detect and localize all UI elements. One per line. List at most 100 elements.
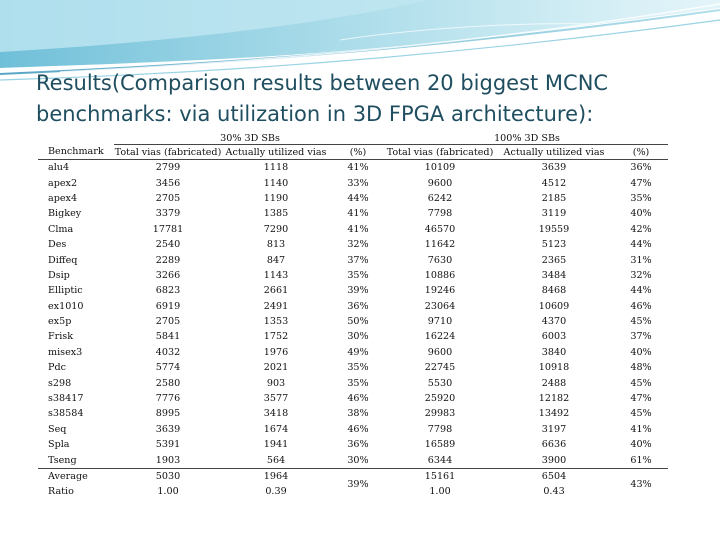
- table-cell: 564: [266, 454, 286, 466]
- table-cell: 6504: [494, 467, 614, 485]
- column-header: Actually utilized vias: [494, 144, 614, 160]
- table-cell: 0.39: [265, 486, 287, 498]
- table-cell: 30%: [347, 331, 369, 343]
- table-cell: 6919: [155, 300, 181, 312]
- table-cell: 6636: [541, 439, 567, 451]
- benchmark-name: s298: [48, 377, 72, 389]
- benchmark-name: apex4: [48, 192, 78, 204]
- table-cell: 5774: [155, 362, 181, 374]
- table-cell: 3266: [155, 269, 181, 281]
- table-cell: 49%: [347, 346, 369, 358]
- table-cell: 47%: [630, 393, 652, 405]
- benchmark-name: Tseng: [48, 454, 77, 466]
- table-cell: 1976: [263, 346, 289, 358]
- table-cell: 2705: [155, 192, 181, 204]
- table-cell: 42%: [630, 223, 652, 235]
- table-cell: 903: [266, 377, 286, 389]
- table-cell: 7798: [427, 423, 453, 435]
- column-header: Total vias (fabricated): [386, 144, 494, 160]
- table-cell: 40%: [630, 439, 652, 451]
- table-cell: 3639: [541, 162, 567, 174]
- table-cell: 3418: [263, 408, 289, 420]
- column-header: Total vias (fabricated): [114, 144, 222, 160]
- table-cell: 46570: [424, 223, 456, 235]
- benchmark-name: Elliptic: [48, 285, 83, 297]
- table-cell: 3840: [541, 346, 567, 358]
- via-utilization-table: 30% 3D SBs 100% 3D SBs Benchmark Total v…: [38, 132, 669, 500]
- table-cell: 5123: [541, 239, 567, 251]
- benchmark-name: ex1010: [48, 300, 84, 312]
- table-cell: 2491: [263, 300, 289, 312]
- table-cell: 3379: [155, 208, 181, 220]
- table-cell: 9600: [427, 346, 453, 358]
- table-cell: 3197: [541, 423, 567, 435]
- table-row: Des 2540 813 32% 11642 5123 44%: [38, 237, 668, 252]
- table-cell: 7630: [427, 254, 453, 266]
- table-cell: 61%: [630, 454, 652, 466]
- table-cell: 3456: [155, 177, 181, 189]
- table-cell: 2799: [155, 162, 181, 174]
- table-cell: 1964: [222, 467, 330, 485]
- table-cell: 0.43: [543, 486, 565, 498]
- table-cell: 5841: [155, 331, 181, 343]
- table-cell: 8995: [155, 408, 181, 420]
- table-cell: 30%: [347, 454, 369, 466]
- benchmark-name: s38417: [48, 393, 84, 405]
- benchmark-name: s38584: [48, 408, 84, 420]
- table-cell: 31%: [630, 254, 652, 266]
- table-cell: 5391: [155, 439, 181, 451]
- table-cell: 40%: [630, 208, 652, 220]
- table-cell: 6003: [541, 331, 567, 343]
- table-row: Tseng 1903 564 30% 6344 3900 61%: [38, 452, 668, 468]
- results-table-image: 30% 3D SBs 100% 3D SBs Benchmark Total v…: [38, 132, 669, 510]
- table-cell: 1385: [263, 208, 289, 220]
- table-cell: 8468: [541, 285, 567, 297]
- table-row: Seq 3639 1674 46% 7798 3197 41%: [38, 422, 668, 437]
- table-cell: 6344: [427, 454, 453, 466]
- benchmark-name: Clma: [48, 223, 74, 235]
- ratio-row: Ratio 1.00 0.39 1.00 0.43: [38, 484, 668, 499]
- column-header: (%): [330, 144, 386, 160]
- table-cell: 9710: [427, 316, 453, 328]
- table-cell: 1752: [263, 331, 289, 343]
- table-row: Clma 17781 7290 41% 46570 19559 42%: [38, 222, 668, 237]
- table-row: ex1010 6919 2491 36% 23064 10609 46%: [38, 299, 668, 314]
- table-cell: 44%: [630, 239, 652, 251]
- table-row: s298 2580 903 35% 5530 2488 45%: [38, 375, 668, 390]
- benchmark-name: Spla: [48, 439, 70, 451]
- decorative-swoosh: [0, 0, 720, 81]
- table-cell: 3484: [541, 269, 567, 281]
- table-cell: 16224: [424, 331, 456, 343]
- table-row: alu4 2799 1118 41% 10109 3639 36%: [38, 160, 668, 176]
- table-cell: 39%: [330, 467, 386, 500]
- benchmark-name: Diffeq: [48, 254, 78, 266]
- table-cell: 2661: [263, 285, 289, 297]
- table-cell: 813: [266, 239, 286, 251]
- table-cell: 6242: [427, 192, 453, 204]
- benchmark-name: Dsip: [48, 269, 70, 281]
- table-row: Bigkey 3379 1385 41% 7798 3119 40%: [38, 206, 668, 221]
- table-row: Elliptic 6823 2661 39% 19246 8468 44%: [38, 283, 668, 298]
- table-cell: 2289: [155, 254, 181, 266]
- table-cell: 50%: [347, 316, 369, 328]
- table-row: s38417 7776 3577 46% 25920 12182 47%: [38, 391, 668, 406]
- table-cell: 1.00: [429, 486, 451, 498]
- table-cell: 37%: [630, 331, 652, 343]
- table-cell: 36%: [630, 162, 652, 174]
- table-cell: 46%: [347, 423, 369, 435]
- table-cell: 1353: [263, 316, 289, 328]
- table-cell: 16589: [424, 439, 456, 451]
- table-cell: 15161: [386, 467, 494, 485]
- table-cell: 39%: [347, 285, 369, 297]
- table-cell: 1143: [263, 269, 289, 281]
- table-row: Pdc 5774 2021 35% 22745 10918 48%: [38, 360, 668, 375]
- table-row: ex5p 2705 1353 50% 9710 4370 45%: [38, 314, 668, 329]
- table-cell: 41%: [347, 162, 369, 174]
- table-row: Spla 5391 1941 36% 16589 6636 40%: [38, 437, 668, 452]
- table-cell: 43%: [614, 467, 669, 500]
- column-header: Actually utilized vias: [222, 144, 330, 160]
- benchmark-name: Seq: [48, 423, 67, 435]
- table-cell: 7776: [155, 393, 181, 405]
- table-cell: 19246: [424, 285, 456, 297]
- group-header-30pct: 30% 3D SBs: [114, 132, 386, 145]
